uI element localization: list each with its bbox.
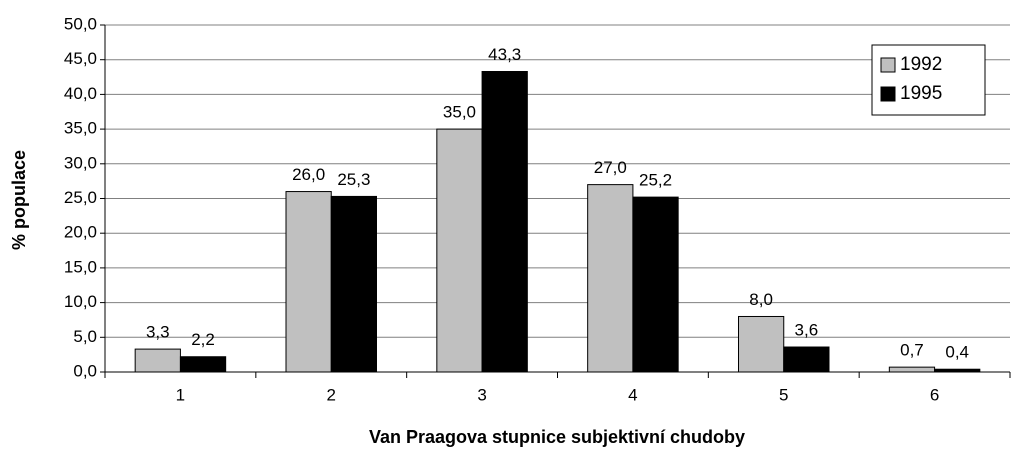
x-tick-label: 6 — [930, 385, 939, 404]
value-label: 0,4 — [945, 343, 969, 362]
x-tick-label: 1 — [176, 385, 185, 404]
y-tick-label: 35,0 — [64, 119, 97, 138]
y-tick-label: 0,0 — [73, 361, 97, 380]
value-label: 3,3 — [146, 323, 170, 342]
legend-label: 1992 — [900, 54, 942, 75]
value-label: 26,0 — [292, 165, 325, 184]
value-label: 43,3 — [488, 45, 521, 64]
y-tick-label: 45,0 — [64, 49, 97, 68]
y-tick-label: 20,0 — [64, 223, 97, 242]
bar — [888, 366, 936, 373]
y-tick-label: 40,0 — [64, 84, 97, 103]
y-tick-label: 15,0 — [64, 257, 97, 276]
y-tick-label: 5,0 — [73, 327, 97, 346]
bar — [330, 195, 377, 373]
y-axis-title: % populace — [9, 150, 29, 250]
value-label: 8,0 — [749, 290, 773, 309]
y-tick-label: 50,0 — [64, 14, 97, 33]
bar — [436, 128, 483, 373]
legend-swatch — [880, 57, 896, 73]
legend-swatch — [880, 86, 896, 102]
y-tick-label: 30,0 — [64, 153, 97, 172]
bar — [587, 184, 634, 373]
y-tick-label: 25,0 — [64, 188, 97, 207]
value-label: 3,6 — [795, 321, 819, 340]
x-tick-label: 4 — [628, 385, 637, 404]
value-label: 35,0 — [443, 103, 476, 122]
value-label: 27,0 — [594, 158, 627, 177]
bar — [632, 196, 679, 373]
y-tick-label: 10,0 — [64, 292, 97, 311]
value-label: 2,2 — [191, 330, 215, 349]
bar — [285, 191, 332, 373]
value-label: 25,2 — [639, 171, 672, 190]
bar — [179, 356, 227, 373]
x-axis-title: Van Praagova stupnice subjektivní chudob… — [369, 427, 745, 447]
bar — [738, 315, 785, 373]
legend-box — [871, 44, 986, 116]
value-label: 0,7 — [900, 341, 924, 360]
x-tick-label: 3 — [477, 385, 486, 404]
bar — [134, 348, 181, 373]
bar — [481, 70, 528, 373]
x-tick-label: 2 — [327, 385, 336, 404]
x-tick-label: 5 — [779, 385, 788, 404]
bar — [783, 346, 830, 373]
bar — [934, 368, 981, 373]
legend-label: 1995 — [900, 83, 942, 104]
value-label: 25,3 — [337, 170, 370, 189]
